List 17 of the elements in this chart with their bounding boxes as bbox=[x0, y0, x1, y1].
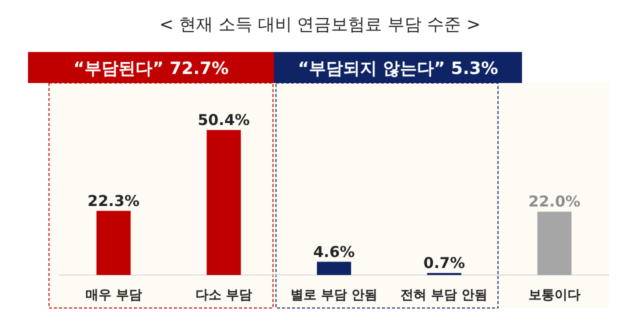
text: “부담되지 않는다” 5.3% bbox=[298, 59, 498, 79]
x-tick-label: 보통이다 bbox=[528, 288, 580, 303]
data-label: 22.3% bbox=[88, 192, 140, 210]
x-tick-label: 별로 부담 안됨 bbox=[290, 288, 378, 303]
x-tick-label: 다소 부담 bbox=[196, 288, 252, 303]
bar bbox=[316, 262, 352, 275]
bar bbox=[206, 130, 241, 275]
data-label: 50.4% bbox=[198, 111, 250, 129]
bar bbox=[537, 212, 572, 275]
data-label: 0.7% bbox=[423, 254, 466, 272]
text: “부담된다” 72.7% bbox=[73, 59, 229, 79]
x-tick-label: 매우 부담 bbox=[85, 288, 142, 303]
data-label: 4.6% bbox=[313, 242, 355, 261]
bar bbox=[96, 210, 131, 275]
chart-title: < 현재 소득 대비 연금보험료 부담 수준 > bbox=[159, 15, 481, 35]
data-label: 22.0% bbox=[528, 192, 580, 211]
x-tick-label: 전혀 부담 안됨 bbox=[400, 288, 488, 303]
